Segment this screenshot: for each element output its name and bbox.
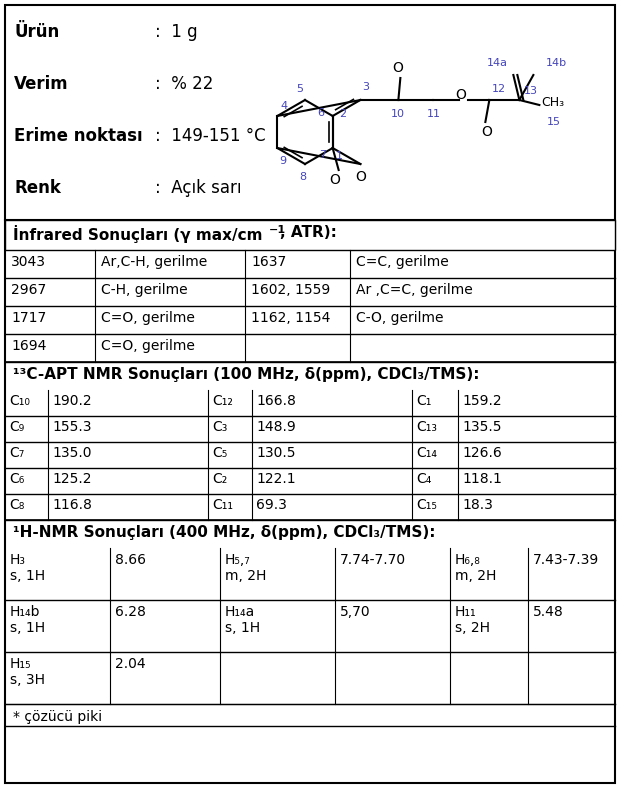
Text: 10: 10: [391, 109, 404, 119]
Text: C₂: C₂: [212, 472, 228, 486]
Text: C₁: C₁: [416, 394, 432, 408]
Text: C-O, gerilme: C-O, gerilme: [356, 311, 443, 325]
Text: 126.6: 126.6: [462, 446, 502, 460]
Text: H₅,₇
m, 2H: H₅,₇ m, 2H: [225, 553, 267, 583]
Text: ¹³C-APT NMR Sonuçları (100 MHz, δ(ppm), CDCl₃/TMS):: ¹³C-APT NMR Sonuçları (100 MHz, δ(ppm), …: [13, 367, 479, 382]
Text: 135.5: 135.5: [462, 420, 502, 434]
Text: 14a: 14a: [487, 58, 508, 68]
Text: * çözücü piki: * çözücü piki: [13, 710, 102, 724]
Text: C₉: C₉: [9, 420, 24, 434]
Text: Erime noktası: Erime noktası: [14, 127, 143, 145]
Text: C₅: C₅: [212, 446, 228, 460]
Text: C₁₅: C₁₅: [416, 498, 437, 512]
Text: :  1 g: : 1 g: [155, 23, 198, 41]
Text: H₁₄a
s, 1H: H₁₄a s, 1H: [225, 605, 260, 635]
Text: C₁₄: C₁₄: [416, 446, 437, 460]
Text: H₁₁
s, 2H: H₁₁ s, 2H: [455, 605, 490, 635]
Text: C₈: C₈: [9, 498, 24, 512]
Text: 155.3: 155.3: [52, 420, 92, 434]
Text: 166.8: 166.8: [256, 394, 296, 408]
Text: İnfrared Sonuçları (γ max/cm: İnfrared Sonuçları (γ max/cm: [13, 225, 262, 243]
Text: H₁₄b
s, 1H: H₁₄b s, 1H: [10, 605, 45, 635]
Text: 5: 5: [296, 84, 303, 94]
Text: 1694: 1694: [11, 339, 46, 353]
Text: :  149-151 °C: : 149-151 °C: [155, 127, 265, 145]
Text: −1: −1: [269, 225, 286, 235]
Text: 15: 15: [546, 117, 560, 127]
Text: 1: 1: [335, 151, 343, 161]
Text: 12: 12: [492, 84, 505, 94]
Text: 14b: 14b: [546, 58, 567, 68]
Text: 148.9: 148.9: [256, 420, 296, 434]
Text: O: O: [355, 170, 366, 184]
Text: 125.2: 125.2: [52, 472, 92, 486]
Text: 1162, 1154: 1162, 1154: [251, 311, 330, 325]
Text: 2.04: 2.04: [115, 657, 146, 671]
Text: 6: 6: [317, 108, 325, 118]
Text: 159.2: 159.2: [462, 394, 502, 408]
Text: Renk: Renk: [14, 179, 61, 197]
Text: C=C, gerilme: C=C, gerilme: [356, 255, 449, 269]
Text: 190.2: 190.2: [52, 394, 92, 408]
Text: 8: 8: [299, 172, 306, 182]
Text: 122.1: 122.1: [256, 472, 296, 486]
Text: 2: 2: [339, 109, 346, 119]
Text: 7.43-7.39: 7.43-7.39: [533, 553, 600, 567]
Text: Ürün: Ürün: [14, 23, 60, 41]
Text: O: O: [392, 61, 403, 75]
Bar: [5, 220, 615, 250]
Text: C₁₁: C₁₁: [212, 498, 233, 512]
Text: 6.28: 6.28: [115, 605, 146, 619]
Text: C₆: C₆: [9, 472, 24, 486]
Text: 130.5: 130.5: [256, 446, 296, 460]
Text: 69.3: 69.3: [256, 498, 287, 512]
Text: 5.48: 5.48: [533, 605, 564, 619]
Text: 4: 4: [280, 101, 288, 111]
Text: Ar ,C=C, gerilme: Ar ,C=C, gerilme: [356, 283, 472, 297]
Text: O: O: [481, 125, 492, 139]
Text: 13: 13: [523, 86, 538, 96]
Text: 3043: 3043: [11, 255, 46, 269]
Text: C₇: C₇: [9, 446, 24, 460]
Text: 135.0: 135.0: [52, 446, 92, 460]
Text: 3: 3: [362, 82, 370, 92]
Text: CH₃: CH₃: [541, 95, 564, 109]
Text: ¹H-NMR Sonuçları (400 MHz, δ(ppm), CDCl₃/TMS):: ¹H-NMR Sonuçları (400 MHz, δ(ppm), CDCl₃…: [13, 525, 435, 540]
Text: Verim: Verim: [14, 75, 69, 93]
Text: 1602, 1559: 1602, 1559: [251, 283, 330, 297]
Text: 5,70: 5,70: [340, 605, 371, 619]
Text: 18.3: 18.3: [462, 498, 493, 512]
Text: 1717: 1717: [11, 311, 46, 325]
Text: C₁₃: C₁₃: [416, 420, 437, 434]
Text: H₆,₈
m, 2H: H₆,₈ m, 2H: [455, 553, 497, 583]
Text: C₁₂: C₁₂: [212, 394, 233, 408]
Text: :  Açık sarı: : Açık sarı: [155, 179, 242, 197]
Text: H₁₅
s, 3H: H₁₅ s, 3H: [10, 657, 45, 687]
Text: C₃: C₃: [212, 420, 228, 434]
Text: Ar,C-H, gerilme: Ar,C-H, gerilme: [101, 255, 207, 269]
Text: C=O, gerilme: C=O, gerilme: [101, 311, 195, 325]
Text: , ATR):: , ATR):: [280, 225, 337, 240]
Text: C-H, gerilme: C-H, gerilme: [101, 283, 188, 297]
Text: 8.66: 8.66: [115, 553, 146, 567]
Text: 7: 7: [319, 150, 327, 160]
Text: 2967: 2967: [11, 283, 46, 297]
Text: 116.8: 116.8: [52, 498, 92, 512]
Text: 9: 9: [279, 156, 286, 166]
Text: 1637: 1637: [251, 255, 286, 269]
Text: C=O, gerilme: C=O, gerilme: [101, 339, 195, 353]
Text: O: O: [455, 88, 466, 102]
Text: 11: 11: [427, 109, 440, 119]
Text: H₃
s, 1H: H₃ s, 1H: [10, 553, 45, 583]
Text: :  % 22: : % 22: [155, 75, 213, 93]
Text: O: O: [329, 173, 340, 187]
Text: 7.74-7.70: 7.74-7.70: [340, 553, 406, 567]
Text: 118.1: 118.1: [462, 472, 502, 486]
Text: C₁₀: C₁₀: [9, 394, 30, 408]
Text: C₄: C₄: [416, 472, 432, 486]
